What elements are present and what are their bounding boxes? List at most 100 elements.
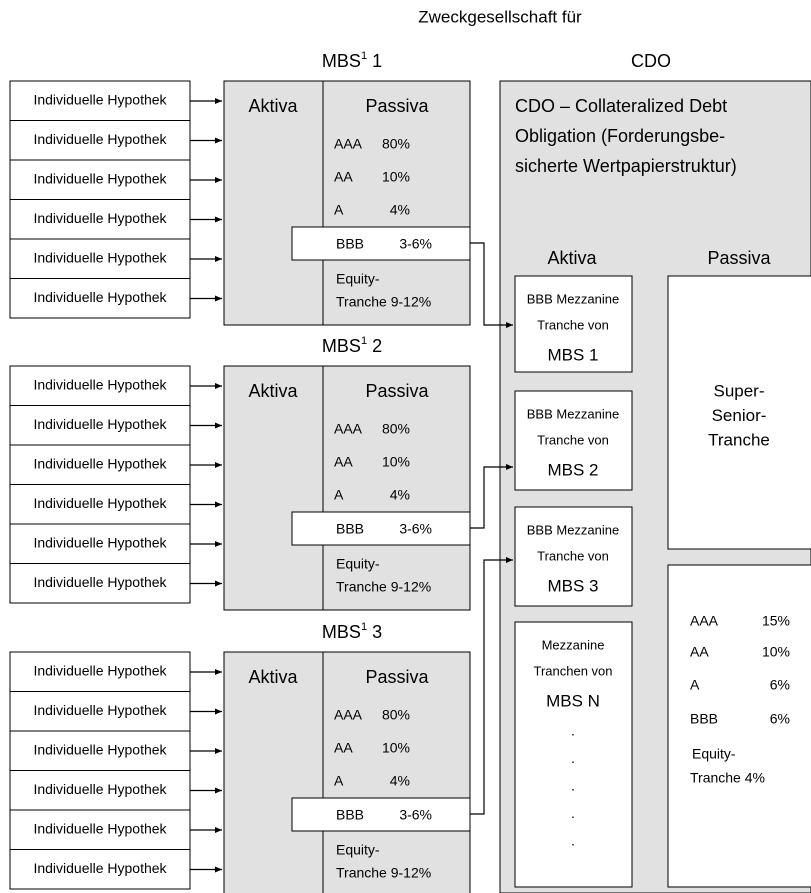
mortgage-text: Individuelle Hypothek (33, 289, 167, 305)
mbs-rating: AA (334, 454, 353, 470)
mbs-rating: AA (334, 169, 353, 185)
senior-box (667, 275, 811, 550)
cdo-tranche-box (667, 564, 811, 888)
mbs-equity: Tranche 9-12% (336, 294, 431, 310)
cdo-asset-box (514, 621, 633, 888)
mbs-rating: A (334, 202, 344, 218)
cdo-asset-box (514, 275, 633, 373)
mbs-number: 3 (372, 622, 382, 642)
mortgage-text: Individuelle Hypothek (33, 171, 167, 187)
mbs-share: 3-6% (399, 236, 432, 252)
cdo-asset-text: MBS 3 (547, 576, 598, 595)
mbs-footnote: 1 (361, 621, 367, 633)
mortgage-text: Individuelle Hypothek (33, 821, 167, 837)
senior-text: Senior- (712, 406, 767, 425)
cdo-share: 15% (762, 613, 790, 629)
mbs-share: 10% (382, 454, 410, 470)
mbs-number: 2 (372, 336, 382, 356)
mortgage-box (9, 80, 191, 121)
cdo-asset-dot: . (571, 723, 575, 739)
bbb-link (470, 557, 513, 815)
mortgage-box (9, 523, 191, 564)
mbs-share: 4% (390, 487, 410, 503)
cdo-asset-text: Tranchen von (533, 663, 612, 678)
mbs-rating: BBB (336, 521, 364, 537)
mortgage-text: Individuelle Hypothek (33, 131, 167, 147)
mbs-number: 1 (372, 51, 382, 71)
cdo-rating: A (690, 677, 700, 693)
bbb-box (291, 511, 471, 546)
mbs-box (223, 651, 471, 893)
mbs-footnote: 1 (361, 50, 367, 62)
mbs-title: MBS1 3 (322, 621, 382, 642)
mbs-box (223, 80, 471, 326)
cdo-description: sicherte Wertpapierstruktur) (515, 156, 737, 176)
mbs-rating: A (334, 487, 344, 503)
mortgage-box (9, 278, 191, 319)
mbs-rating: BBB (336, 807, 364, 823)
mortgage-text: Individuelle Hypothek (33, 416, 167, 432)
mbs-share: 4% (390, 202, 410, 218)
cdo-rating: AAA (690, 613, 719, 629)
cdo-equity: Tranche 4% (690, 770, 765, 786)
cdo-asset-box (514, 506, 633, 607)
mbs-name: MBS (322, 622, 361, 642)
cdo-equity: Equity- (692, 746, 736, 762)
mortgage-box (9, 199, 191, 240)
mortgage-text: Individuelle Hypothek (33, 495, 167, 511)
cdo-aktiva: Aktiva (547, 248, 597, 268)
mortgage-text: Individuelle Hypothek (33, 663, 167, 679)
cdo-asset-text: Tranche von (537, 432, 609, 447)
mortgage-box (9, 444, 191, 485)
mbs-passiva: Passiva (365, 381, 429, 401)
bbb-link (470, 242, 513, 328)
mbs-share: 10% (382, 740, 410, 756)
mortgage-text: Individuelle Hypothek (33, 92, 167, 108)
senior-text: Tranche (708, 430, 770, 449)
cdo-asset-text: Mezzanine (542, 637, 605, 652)
mortgage-box (9, 159, 191, 200)
mortgage-box (9, 365, 191, 406)
mbs-title: MBS1 2 (322, 335, 382, 356)
mortgage-text: Individuelle Hypothek (33, 377, 167, 393)
mbs-passiva: Passiva (365, 96, 429, 116)
mbs-equity: Tranche 9-12% (336, 579, 431, 595)
cdo-asset-dot: . (571, 805, 575, 821)
cdo-asset-text: BBB Mezzanine (527, 291, 620, 306)
cdo-description: Obligation (Forderungsbe- (515, 126, 725, 146)
mbs-rating: AAA (334, 707, 363, 723)
mbs-share: 10% (382, 169, 410, 185)
cdo-asset-text: BBB Mezzanine (527, 522, 620, 537)
mbs-equity: Equity- (336, 842, 380, 858)
mbs-aktiva: Aktiva (248, 667, 298, 687)
mbs-passiva: Passiva (365, 667, 429, 687)
cdo-asset-text: BBB Mezzanine (527, 406, 620, 421)
cdo-asset-box (514, 390, 633, 491)
mbs-share: 3-6% (399, 521, 432, 537)
mbs-share: 3-6% (399, 807, 432, 823)
bbb-box (291, 226, 471, 261)
mbs-box (223, 365, 471, 611)
mortgage-box (9, 770, 191, 811)
mbs-share: 4% (390, 773, 410, 789)
mbs-rating: AA (334, 740, 353, 756)
cdo-asset-dot: . (571, 833, 575, 849)
cdo-asset-dot: . (571, 750, 575, 766)
mbs-share: 80% (382, 707, 410, 723)
mbs-rating: AAA (334, 136, 363, 152)
mortgage-text: Individuelle Hypothek (33, 250, 167, 266)
mbs-rating: BBB (336, 236, 364, 252)
cdo-share: 6% (770, 711, 790, 727)
mortgage-box (9, 849, 191, 890)
mbs-share: 80% (382, 136, 410, 152)
mbs-footnote: 1 (361, 335, 367, 347)
bbb-link (470, 464, 513, 529)
mortgage-text: Individuelle Hypothek (33, 210, 167, 226)
mbs-equity: Tranche 9-12% (336, 865, 431, 881)
cdo-asset-text: MBS N (546, 691, 600, 710)
mbs-share: 80% (382, 421, 410, 437)
cdo-rating: AA (690, 644, 709, 660)
mortgage-box (9, 563, 191, 604)
mortgage-text: Individuelle Hypothek (33, 574, 167, 590)
cdo-asset-text: Tranche von (537, 317, 609, 332)
